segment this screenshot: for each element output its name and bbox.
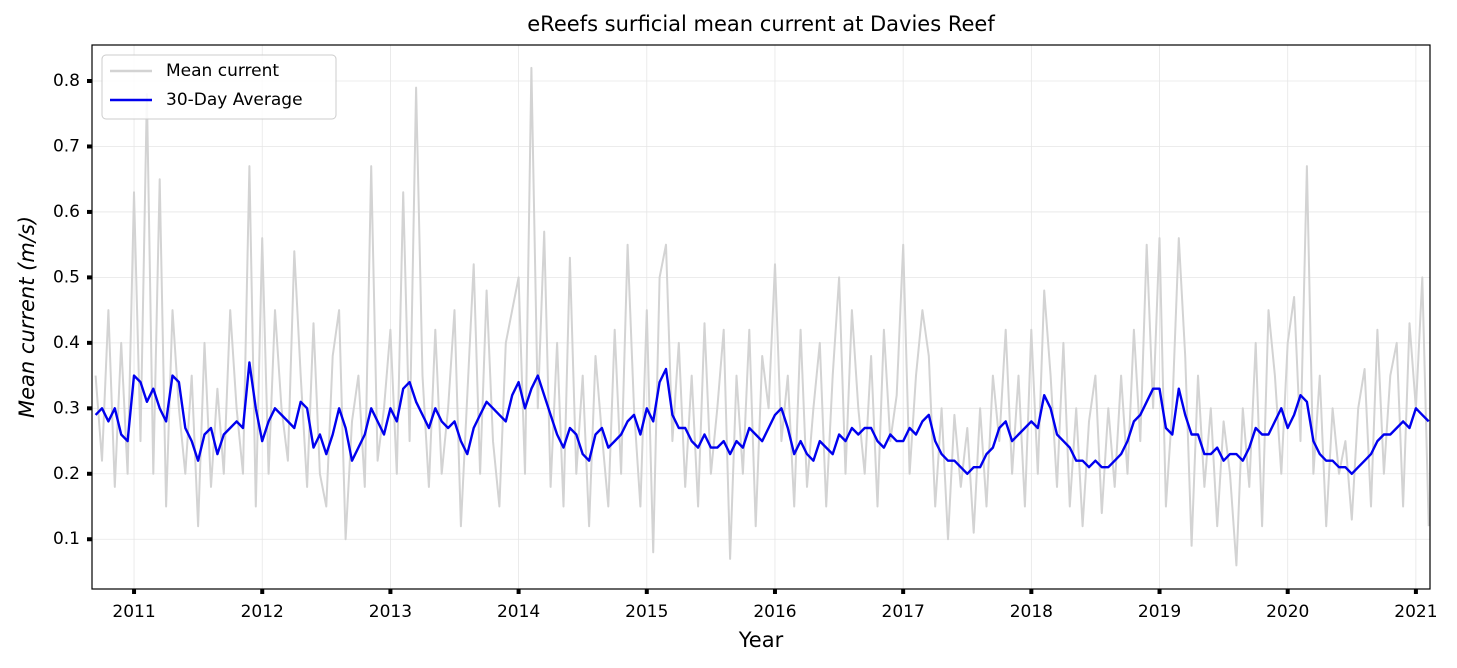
legend-label: Mean current [166,61,279,81]
legend-box [101,54,337,120]
x-tick-label: 2015 [625,602,668,622]
series-line [94,66,1430,567]
x-tick-label: 2013 [369,602,412,622]
x-tick-label: 2012 [241,602,284,622]
plot-area [94,66,1430,567]
y-tick-label: 0.4 [53,333,80,353]
y-tick-label: 0.6 [53,202,80,222]
x-tick-label: 2016 [753,602,796,622]
x-tick-label: 2017 [882,602,925,622]
plot-frame [91,44,1431,590]
y-tick-label: 0.7 [53,136,80,156]
chart-title: eReefs surficial mean current at Davies … [527,12,995,36]
x-tick-label: 2018 [1010,602,1053,622]
y-tick-label: 0.8 [53,71,80,91]
legend-label: 30-Day Average [166,90,303,110]
y-tick-label: 0.3 [53,398,80,418]
y-tick-label: 0.2 [53,464,80,484]
x-tick-label: 2011 [112,602,155,622]
x-axis-label: Year [738,628,784,652]
y-tick-label: 0.1 [53,529,80,549]
series-line [94,361,1430,475]
y-axis-label: Mean current (m/s) [15,216,39,418]
x-tick-label: 2014 [497,602,540,622]
legend: Mean current 30-Day Average [101,54,337,120]
y-tick-label: 0.5 [53,267,80,287]
x-tick-label: 2020 [1266,602,1309,622]
x-tick-label: 2021 [1394,602,1437,622]
x-tick-label: 2019 [1138,602,1181,622]
